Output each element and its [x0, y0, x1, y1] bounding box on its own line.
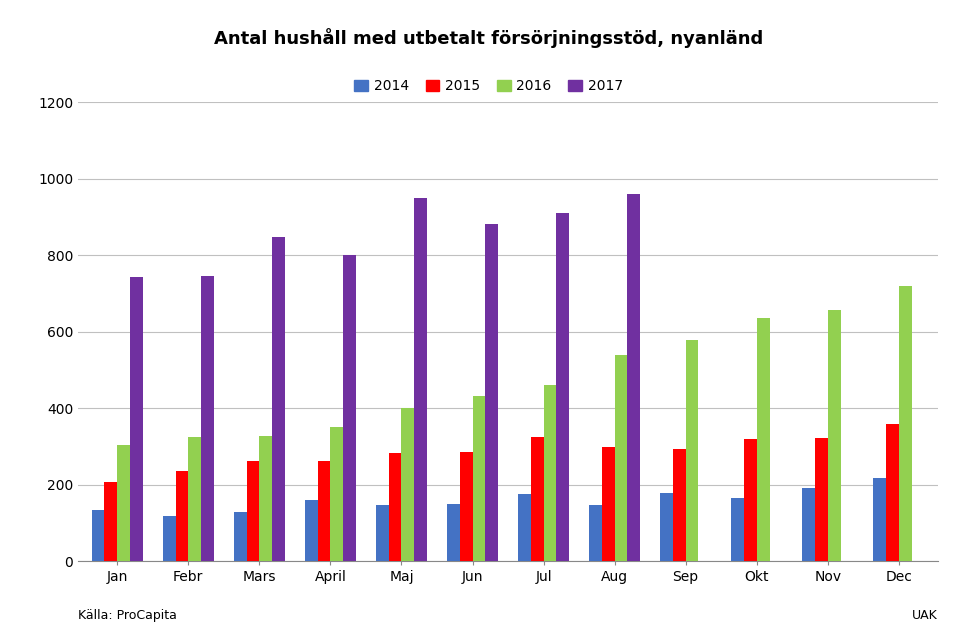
- Bar: [531, 437, 543, 561]
- Bar: [330, 427, 343, 561]
- Bar: [660, 493, 673, 561]
- Bar: [815, 438, 828, 561]
- Bar: [446, 504, 460, 561]
- Legend: 2014, 2015, 2016, 2017: 2014, 2015, 2016, 2017: [349, 74, 628, 99]
- Bar: [615, 355, 627, 561]
- Bar: [828, 309, 840, 561]
- Bar: [163, 516, 176, 561]
- Bar: [318, 461, 330, 561]
- Text: Källa: ProCapita: Källa: ProCapita: [78, 609, 177, 622]
- Bar: [234, 512, 246, 561]
- Bar: [518, 494, 531, 561]
- Bar: [376, 505, 389, 561]
- Bar: [899, 286, 912, 561]
- Bar: [402, 408, 414, 561]
- Bar: [886, 424, 899, 561]
- Bar: [189, 437, 201, 561]
- Bar: [731, 498, 743, 561]
- Bar: [105, 482, 117, 561]
- Bar: [117, 445, 130, 561]
- Bar: [802, 488, 815, 561]
- Text: Antal hushåll med utbetalt försörjningsstöd, nyanländ: Antal hushåll med utbetalt försörjningss…: [214, 28, 763, 48]
- Bar: [414, 198, 427, 561]
- Bar: [389, 454, 402, 561]
- Bar: [873, 478, 886, 561]
- Text: UAK: UAK: [913, 609, 938, 622]
- Bar: [627, 194, 640, 561]
- Bar: [486, 224, 498, 561]
- Bar: [589, 505, 602, 561]
- Bar: [757, 318, 770, 561]
- Bar: [743, 439, 757, 561]
- Bar: [130, 278, 143, 561]
- Bar: [92, 510, 105, 561]
- Bar: [686, 340, 699, 561]
- Bar: [259, 436, 273, 561]
- Bar: [273, 237, 285, 561]
- Bar: [543, 385, 556, 561]
- Bar: [473, 396, 486, 561]
- Bar: [305, 500, 318, 561]
- Bar: [460, 452, 473, 561]
- Bar: [556, 213, 570, 561]
- Bar: [176, 471, 189, 561]
- Bar: [602, 447, 615, 561]
- Bar: [246, 461, 259, 561]
- Bar: [673, 449, 686, 561]
- Bar: [201, 276, 214, 561]
- Bar: [343, 255, 356, 561]
